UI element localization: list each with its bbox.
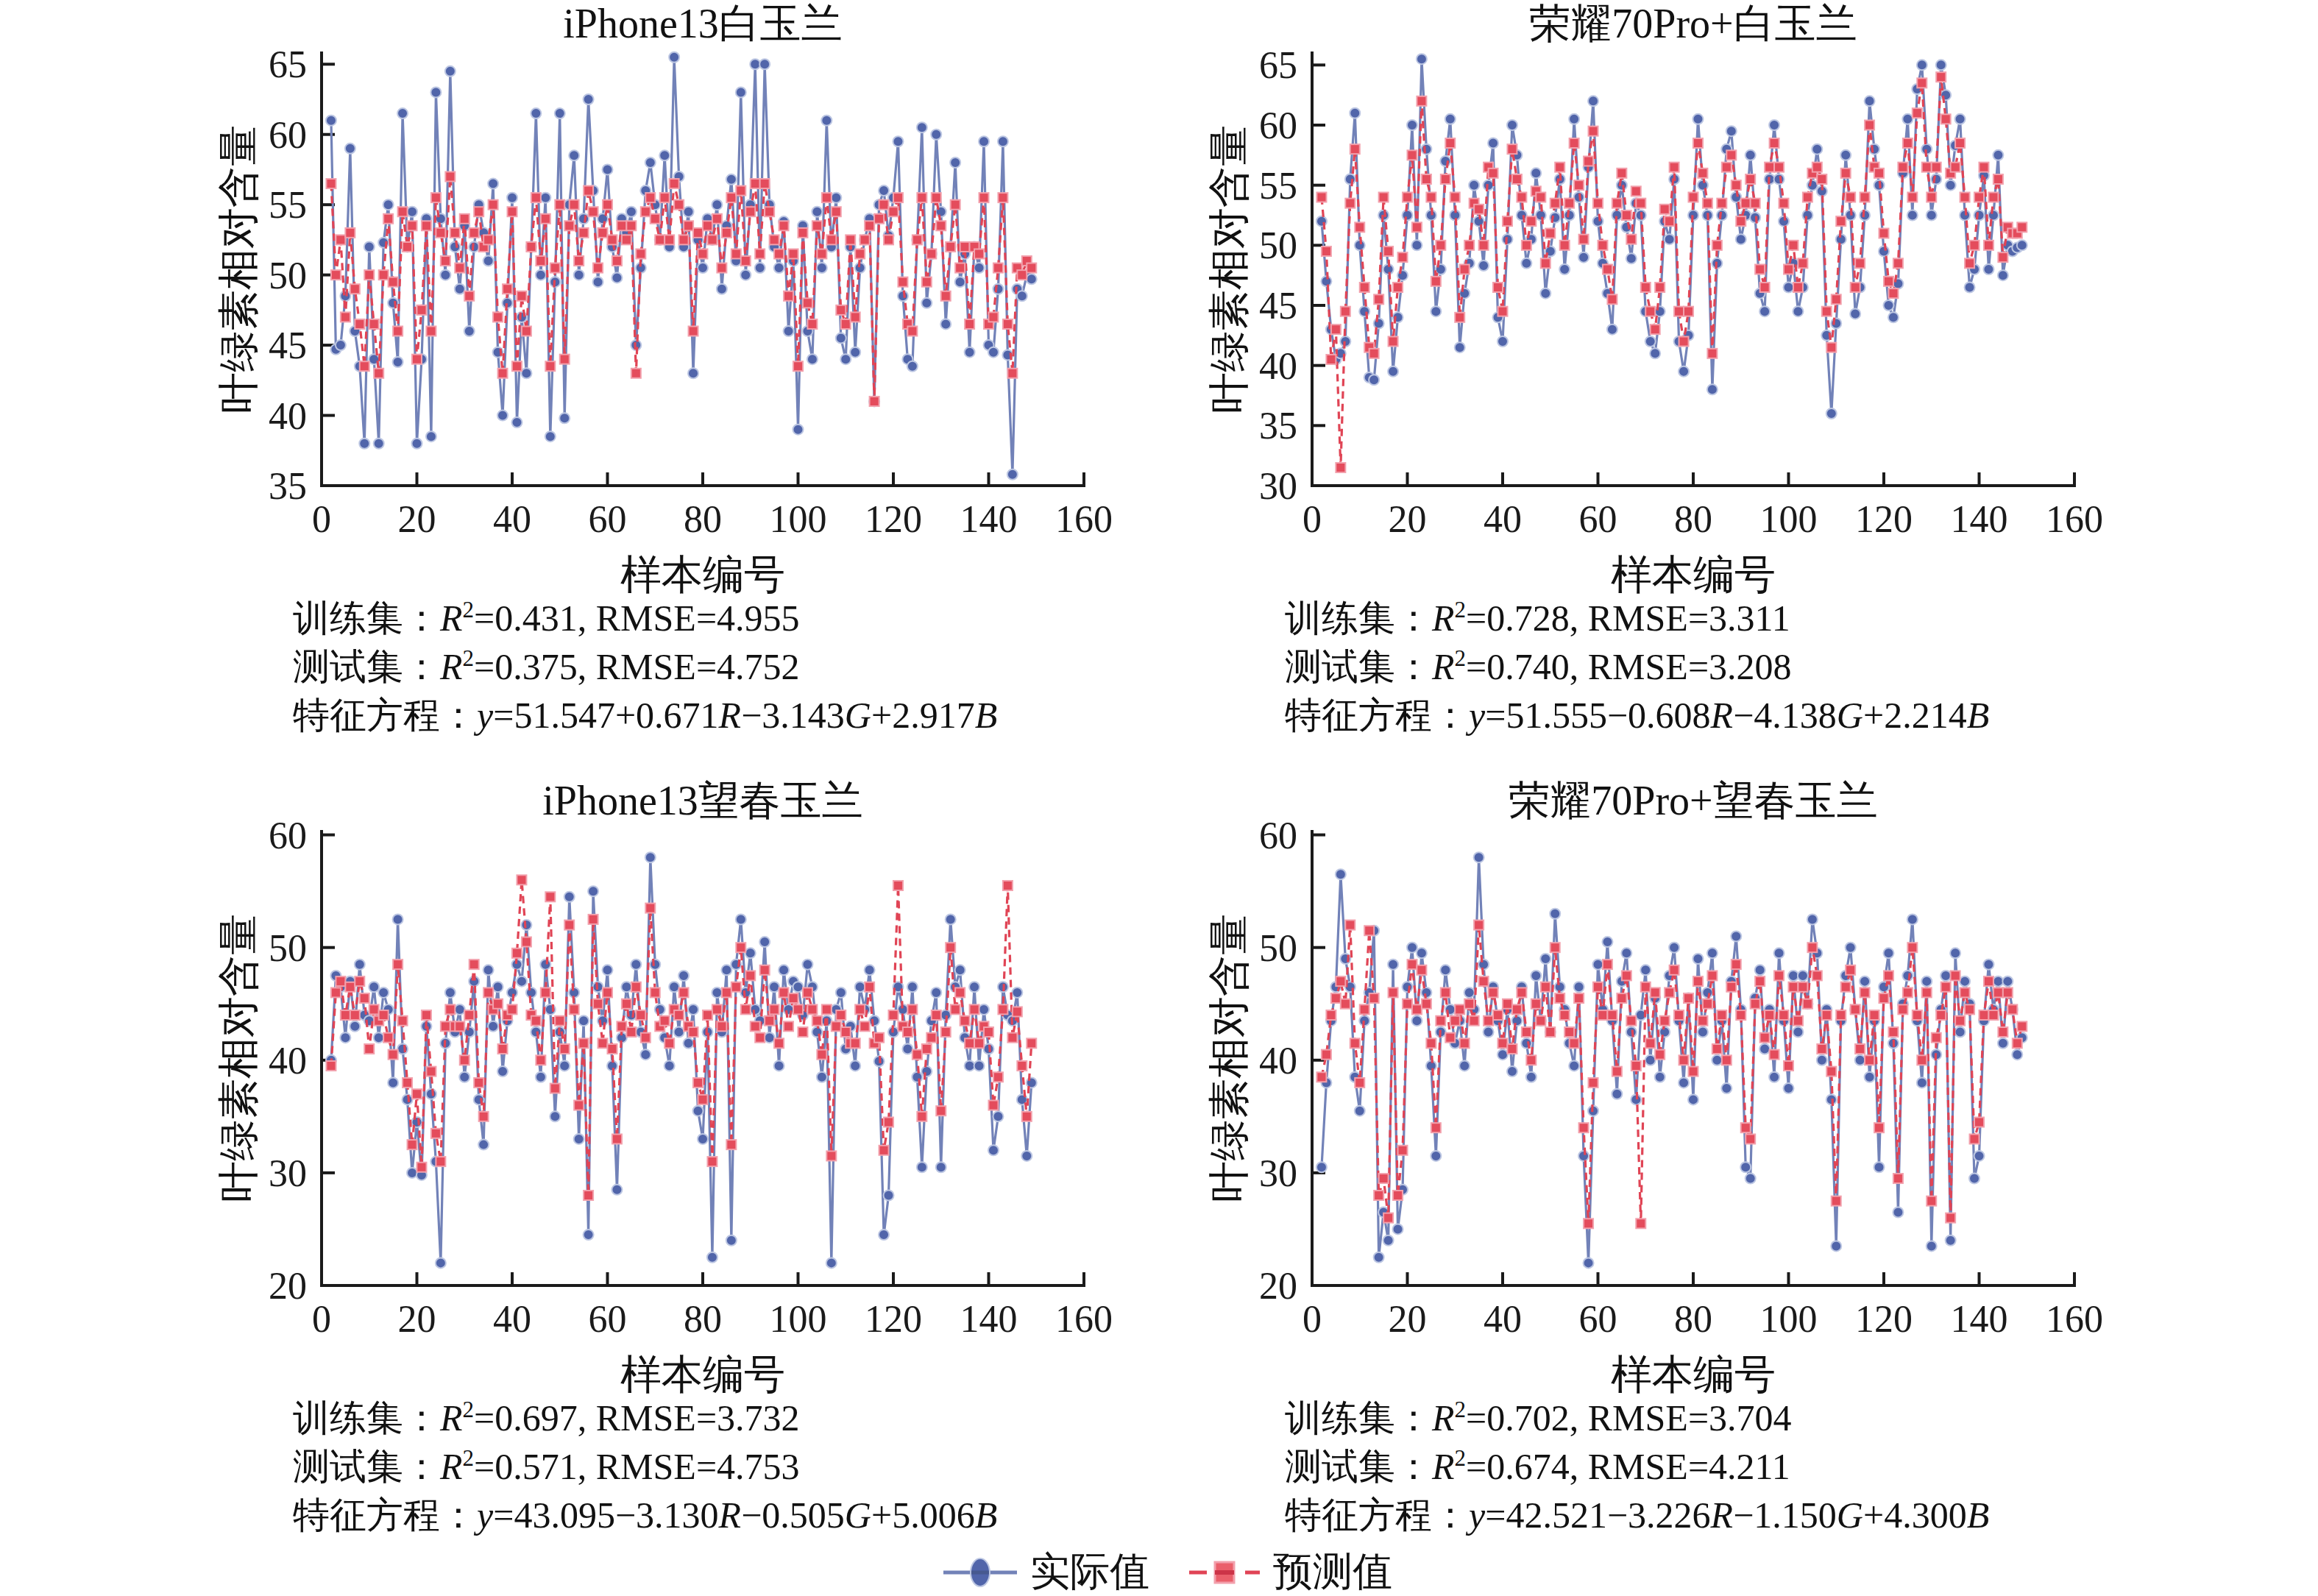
svg-text:55: 55	[1259, 165, 1297, 207]
svg-text:60: 60	[1259, 104, 1297, 146]
charts-canvas: 0204060801001201401603540455055606502040…	[0, 0, 2318, 1596]
test-stats: 测试集：R2=0.375, RMSE=4.752	[293, 642, 997, 691]
svg-text:50: 50	[1259, 224, 1297, 266]
svg-text:45: 45	[1259, 285, 1297, 327]
svg-text:140: 140	[1951, 498, 2008, 540]
svg-text:45: 45	[269, 324, 307, 366]
equation: 特征方程：y=42.521−3.226R−1.150G+4.300B	[1285, 1491, 1989, 1539]
svg-text:60: 60	[269, 815, 307, 856]
svg-text:100: 100	[770, 498, 827, 540]
svg-text:40: 40	[1484, 498, 1522, 540]
svg-text:50: 50	[1259, 927, 1297, 969]
svg-text:20: 20	[398, 1298, 436, 1340]
svg-text:0: 0	[1302, 498, 1322, 540]
svg-text:40: 40	[1259, 345, 1297, 387]
svg-text:60: 60	[589, 498, 627, 540]
stats-block-3: 训练集：R2=0.697, RMSE=3.732 测试集：R2=0.571, R…	[293, 1394, 997, 1539]
svg-text:160: 160	[1055, 498, 1113, 540]
y-axis-label-4: 叶绿素相对含量	[1202, 914, 1258, 1202]
chart-title-2: 荣耀70Pro+白玉兰	[1529, 1, 1857, 46]
chart-title-3: iPhone13望春玉兰	[542, 779, 863, 823]
train-stats: 训练集：R2=0.728, RMSE=3.311	[1285, 594, 1989, 642]
svg-text:50: 50	[269, 927, 307, 969]
svg-text:100: 100	[1760, 1298, 1818, 1340]
train-stats: 训练集：R2=0.431, RMSE=4.955	[293, 594, 997, 642]
svg-text:80: 80	[1674, 498, 1712, 540]
svg-text:40: 40	[269, 395, 307, 437]
svg-text:20: 20	[1389, 498, 1427, 540]
svg-text:65: 65	[1259, 44, 1297, 86]
test-stats: 测试集：R2=0.571, RMSE=4.753	[293, 1442, 997, 1491]
svg-text:120: 120	[1855, 498, 1913, 540]
svg-text:0: 0	[312, 498, 331, 540]
svg-text:35: 35	[269, 465, 307, 507]
train-stats: 训练集：R2=0.697, RMSE=3.732	[293, 1394, 997, 1442]
svg-text:80: 80	[684, 1298, 722, 1340]
y-axis-label-1: 叶绿素相对含量	[211, 125, 267, 414]
y-axis-label-3: 叶绿素相对含量	[211, 914, 267, 1202]
svg-text:140: 140	[960, 498, 1018, 540]
svg-text:0: 0	[312, 1298, 331, 1340]
svg-text:40: 40	[1259, 1040, 1297, 1082]
test-stats: 测试集：R2=0.674, RMSE=4.211	[1285, 1442, 1989, 1491]
svg-text:160: 160	[2046, 498, 2103, 540]
svg-text:80: 80	[1674, 1298, 1712, 1340]
legend: 实际值 预测值	[942, 1545, 1392, 1596]
stats-block-1: 训练集：R2=0.431, RMSE=4.955 测试集：R2=0.375, R…	[293, 594, 997, 740]
svg-text:140: 140	[1951, 1298, 2008, 1340]
svg-text:55: 55	[269, 184, 307, 226]
svg-text:40: 40	[493, 1298, 531, 1340]
svg-text:120: 120	[1855, 1298, 1913, 1340]
legend-item-actual: 实际值	[942, 1545, 1149, 1596]
stats-block-2: 训练集：R2=0.728, RMSE=3.311 测试集：R2=0.740, R…	[1285, 594, 1989, 740]
legend-label-predicted: 预测值	[1273, 1545, 1392, 1596]
svg-text:20: 20	[269, 1265, 307, 1307]
equation: 特征方程：y=51.547+0.671R−3.143G+2.917B	[293, 691, 997, 740]
svg-text:100: 100	[770, 1298, 827, 1340]
svg-text:100: 100	[1760, 498, 1818, 540]
svg-text:60: 60	[589, 1298, 627, 1340]
train-stats: 训练集：R2=0.702, RMSE=3.704	[1285, 1394, 1989, 1442]
svg-text:140: 140	[960, 1298, 1018, 1340]
svg-text:120: 120	[865, 498, 922, 540]
svg-text:160: 160	[1055, 1298, 1113, 1340]
svg-text:60: 60	[1579, 498, 1617, 540]
svg-text:120: 120	[865, 1298, 922, 1340]
svg-text:40: 40	[493, 498, 531, 540]
stats-block-4: 训练集：R2=0.702, RMSE=3.704 测试集：R2=0.674, R…	[1285, 1394, 1989, 1539]
svg-text:30: 30	[269, 1152, 307, 1194]
svg-text:65: 65	[269, 43, 307, 85]
svg-text:40: 40	[269, 1040, 307, 1082]
svg-text:60: 60	[1259, 815, 1297, 856]
svg-text:30: 30	[1259, 465, 1297, 507]
svg-text:60: 60	[269, 114, 307, 156]
test-stats: 测试集：R2=0.740, RMSE=3.208	[1285, 642, 1989, 691]
svg-text:20: 20	[1389, 1298, 1427, 1340]
y-axis-label-2: 叶绿素相对含量	[1202, 125, 1258, 414]
svg-text:160: 160	[2046, 1298, 2103, 1340]
predicted-marker-icon	[1188, 1547, 1261, 1596]
svg-text:20: 20	[398, 498, 436, 540]
svg-text:60: 60	[1579, 1298, 1617, 1340]
svg-text:0: 0	[1302, 1298, 1322, 1340]
svg-text:20: 20	[1259, 1265, 1297, 1307]
svg-text:30: 30	[1259, 1152, 1297, 1194]
legend-label-actual: 实际值	[1030, 1545, 1149, 1596]
svg-text:35: 35	[1259, 405, 1297, 447]
svg-text:80: 80	[684, 498, 722, 540]
equation: 特征方程：y=51.555−0.608R−4.138G+2.214B	[1285, 691, 1989, 740]
legend-item-predicted: 预测值	[1188, 1545, 1392, 1596]
svg-text:40: 40	[1484, 1298, 1522, 1340]
svg-text:50: 50	[269, 255, 307, 297]
equation: 特征方程：y=43.095−3.130R−0.505G+5.006B	[293, 1491, 997, 1539]
chart-title-1: iPhone13白玉兰	[563, 1, 843, 46]
chart-title-4: 荣耀70Pro+望春玉兰	[1509, 779, 1877, 823]
actual-marker-icon	[942, 1547, 1018, 1596]
